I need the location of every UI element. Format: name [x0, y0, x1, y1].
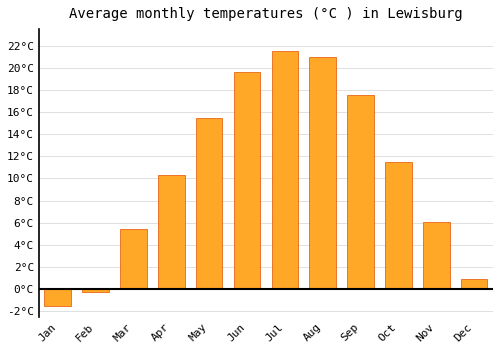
Bar [348, 96, 374, 289]
Bar [385, 162, 411, 289]
Bar [82, 289, 109, 293]
Bar [196, 118, 222, 289]
Bar [461, 279, 487, 289]
Bar [310, 57, 336, 289]
Bar [158, 175, 184, 289]
Bar [272, 51, 298, 289]
Bar [423, 222, 450, 289]
Bar [234, 72, 260, 289]
Bar [44, 289, 71, 306]
Title: Average monthly temperatures (°C ) in Lewisburg: Average monthly temperatures (°C ) in Le… [69, 7, 462, 21]
Bar [120, 229, 146, 289]
